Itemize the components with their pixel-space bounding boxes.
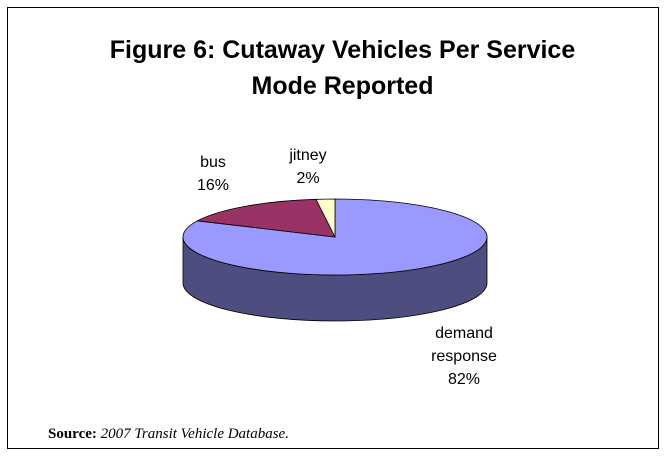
category-label: demand response: [431, 325, 497, 365]
chart-frame: Figure 6: Cutaway Vehicles Per Service M…: [7, 7, 659, 449]
chart-title: Figure 6: Cutaway Vehicles Per Service M…: [109, 36, 576, 100]
category-label: bus: [200, 154, 226, 171]
value-label: 16%: [196, 177, 230, 194]
slice: [196, 198, 336, 238]
slice-label: bus 16%: [158, 151, 268, 197]
category-label: jitney: [289, 147, 327, 164]
source-text: 2007 Transit Vehicle Database.: [100, 426, 289, 442]
value-label: 2%: [296, 170, 320, 187]
source-label: Source:: [48, 426, 97, 442]
slice-label: demand response 82%: [409, 322, 519, 391]
slice-label: jitney 2%: [253, 144, 363, 190]
value-label: 82%: [447, 371, 481, 388]
pie-plot: [182, 198, 488, 322]
slice: [315, 198, 336, 238]
source-note: Source: 2007 Transit Vehicle Database.: [48, 426, 289, 443]
